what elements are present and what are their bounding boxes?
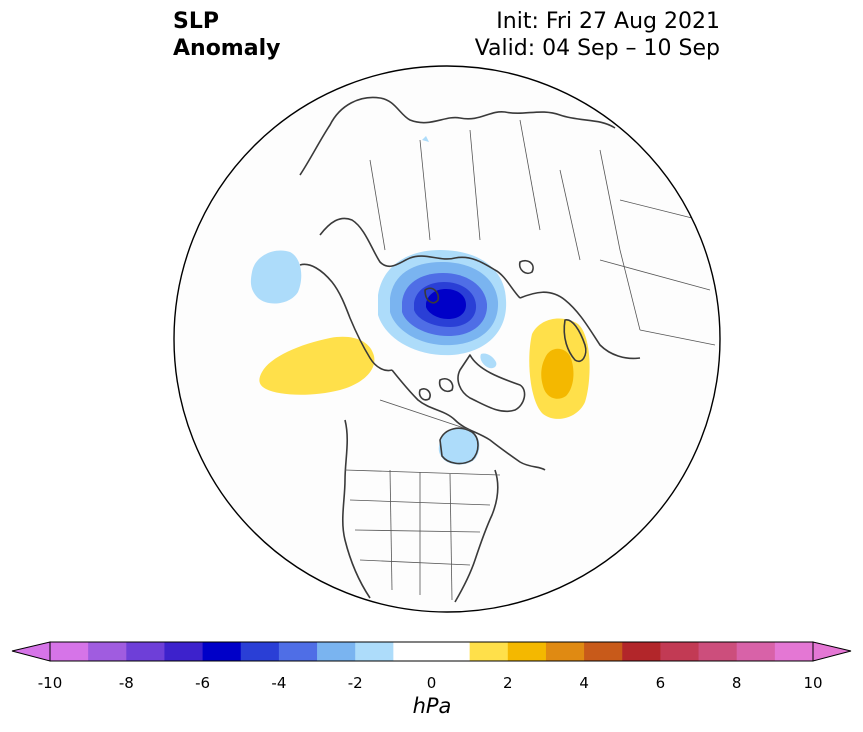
colorbar-cell xyxy=(622,642,661,661)
title-subtitle: Anomaly xyxy=(173,36,281,61)
colorbar-tick-label: -2 xyxy=(347,674,363,692)
colorbar xyxy=(11,641,852,662)
colorbar-tick-label: -6 xyxy=(195,674,211,692)
colorbar-cell xyxy=(584,642,623,661)
colorbar-cell xyxy=(431,642,471,661)
colorbar-tick-label: 8 xyxy=(731,674,742,692)
valid-range: Valid: 04 Sep – 10 Sep xyxy=(474,36,720,61)
colorbar-cell xyxy=(317,642,356,661)
political-borders xyxy=(344,119,716,601)
colorbar-cell xyxy=(774,642,814,661)
colorbar-cell xyxy=(164,642,204,661)
north-atlantic-high-core xyxy=(541,348,574,399)
colorbar-tick-label: -10 xyxy=(37,674,63,692)
colorbar-tick-label: 6 xyxy=(655,674,666,692)
colorbar-cell xyxy=(202,642,242,661)
map-boundary xyxy=(173,65,721,613)
colorbar-cell xyxy=(355,642,394,661)
polar-map xyxy=(173,65,721,613)
forecast-period: Init: Fri 27 Aug 2021 Valid: 04 Sep – 10… xyxy=(475,8,720,62)
colorbar-cell xyxy=(88,642,127,661)
map-title: SLP Anomaly xyxy=(173,8,280,62)
anomaly-fields xyxy=(250,136,590,465)
negative-anomaly-hudson-bay xyxy=(438,428,480,465)
colorbar-cell xyxy=(240,642,280,661)
colorbar-cell xyxy=(126,642,165,661)
coastlines xyxy=(299,96,641,603)
colorbar-cell xyxy=(50,642,89,661)
colorbar-tick-label: 4 xyxy=(579,674,589,692)
colorbar-cell xyxy=(278,642,318,661)
colorbar-cell xyxy=(469,642,509,661)
colorbar-tick-label: -4 xyxy=(271,674,287,692)
colorbar-cells xyxy=(50,642,814,661)
title-variable: SLP xyxy=(173,9,219,34)
colorbar-cell xyxy=(545,642,585,661)
colorbar-cell xyxy=(393,642,432,661)
colorbar-cell xyxy=(698,642,738,661)
positive-anomaly-gulf-of-alaska xyxy=(259,336,375,395)
colorbar-cell xyxy=(736,642,776,661)
colorbar-cell xyxy=(660,642,700,661)
colorbar-tick-label: 2 xyxy=(503,674,513,692)
init-date: Init: Fri 27 Aug 2021 xyxy=(496,9,720,34)
colorbar-extend-max xyxy=(812,641,852,662)
colorbar-cell xyxy=(507,642,547,661)
small-low-pocket xyxy=(480,353,497,369)
colorbar-tick-label: 0 xyxy=(426,674,437,692)
colorbar-tick-label: 10 xyxy=(803,674,823,692)
negative-anomaly-north-pacific xyxy=(250,250,302,304)
colorbar-extend-min xyxy=(11,641,51,662)
arctic-low-core xyxy=(426,289,466,319)
colorbar-tick-label: -8 xyxy=(118,674,134,692)
colorbar-frame xyxy=(49,641,814,662)
tiny-low-pocket xyxy=(422,136,429,142)
colorbar-unit: hPa xyxy=(412,694,452,718)
